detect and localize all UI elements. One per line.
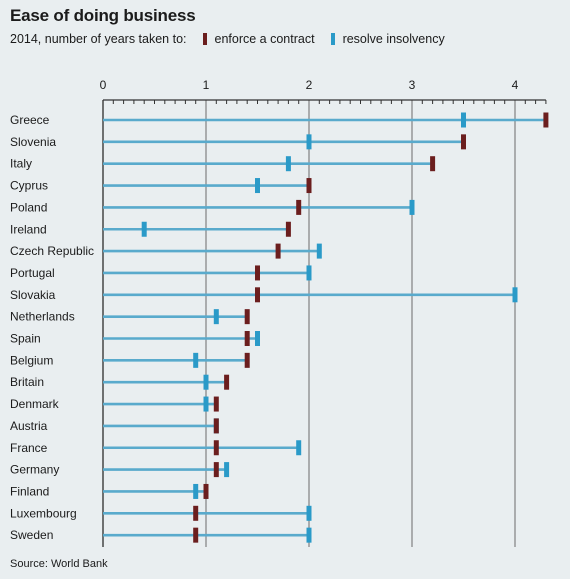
legend-item-insolvency: resolve insolvency bbox=[330, 32, 445, 46]
enforce-marker bbox=[193, 527, 199, 543]
subtitle-row: 2014, number of years taken to: enforce … bbox=[10, 32, 445, 46]
insolvency-marker bbox=[285, 156, 291, 172]
insolvency-marker bbox=[224, 462, 230, 478]
enforce-marker bbox=[213, 440, 219, 456]
tick-label-3: 3 bbox=[409, 78, 416, 92]
category-label: Ireland bbox=[10, 222, 47, 236]
legend-item-enforce: enforce a contract bbox=[202, 32, 315, 46]
insolvency-marker bbox=[296, 440, 302, 456]
enforce-marker bbox=[213, 418, 219, 434]
category-label: Netherlands bbox=[10, 310, 75, 324]
insolvency-marker bbox=[193, 352, 199, 368]
enforce-marker bbox=[244, 309, 250, 325]
enforce-marker bbox=[255, 265, 260, 281]
enforce-marker bbox=[306, 178, 312, 194]
insolvency-marker bbox=[306, 527, 312, 543]
category-label: Denmark bbox=[10, 397, 60, 411]
insolvency-marker bbox=[316, 243, 322, 259]
category-label: Spain bbox=[10, 332, 41, 346]
enforce-marker bbox=[275, 243, 281, 259]
enforce-marker bbox=[244, 352, 250, 368]
tick-label-0: 0 bbox=[100, 78, 107, 92]
category-label: Finland bbox=[10, 484, 49, 498]
legend-swatch-insolvency bbox=[330, 33, 335, 45]
chart-subtitle: 2014, number of years taken to: bbox=[10, 32, 187, 46]
category-label: France bbox=[10, 441, 48, 455]
insolvency-marker bbox=[461, 112, 466, 128]
category-label: Belgium bbox=[10, 353, 53, 367]
category-label: Germany bbox=[10, 463, 59, 477]
tick-label-2: 2 bbox=[306, 78, 313, 92]
insolvency-marker bbox=[213, 309, 219, 325]
category-label: Austria bbox=[10, 419, 48, 433]
category-label: Slovakia bbox=[10, 288, 56, 302]
legend-label-enforce: enforce a contract bbox=[214, 32, 315, 46]
category-label: Poland bbox=[10, 200, 47, 214]
legend-label-insolvency: resolve insolvency bbox=[342, 32, 445, 46]
insolvency-marker bbox=[306, 505, 312, 521]
category-label: Greece bbox=[10, 113, 50, 127]
enforce-marker bbox=[203, 483, 209, 499]
source-note: Source: World Bank bbox=[10, 558, 108, 570]
enforce-marker bbox=[193, 505, 199, 521]
chart-title: Ease of doing business bbox=[10, 6, 196, 25]
enforce-marker bbox=[224, 374, 230, 390]
enforce-marker bbox=[296, 199, 302, 215]
insolvency-marker bbox=[306, 265, 312, 281]
category-label: Czech Republic bbox=[10, 244, 94, 258]
enforce-marker bbox=[213, 396, 219, 412]
category-label: Sweden bbox=[10, 528, 53, 542]
insolvency-marker bbox=[193, 483, 199, 499]
enforce-marker bbox=[430, 156, 436, 172]
insolvency-marker bbox=[255, 178, 260, 194]
enforce-marker bbox=[461, 134, 466, 150]
category-label: Italy bbox=[10, 157, 32, 171]
insolvency-marker bbox=[306, 134, 312, 150]
insolvency-marker bbox=[141, 221, 147, 237]
enforce-marker bbox=[244, 331, 250, 346]
insolvency-marker bbox=[203, 374, 209, 390]
legend-swatch-enforce bbox=[202, 33, 207, 45]
enforce-marker bbox=[285, 221, 291, 237]
tick-label-1: 1 bbox=[203, 78, 210, 92]
category-label: Luxembourg bbox=[10, 506, 77, 520]
insolvency-marker bbox=[203, 396, 209, 412]
enforce-marker bbox=[255, 287, 260, 303]
enforce-marker bbox=[213, 462, 219, 478]
enforce-marker bbox=[543, 112, 549, 128]
category-label: Cyprus bbox=[10, 179, 48, 193]
insolvency-marker bbox=[255, 331, 260, 346]
category-label: Portugal bbox=[10, 266, 55, 280]
category-label: Britain bbox=[10, 375, 44, 389]
insolvency-marker bbox=[512, 287, 518, 303]
category-label: Slovenia bbox=[10, 135, 56, 149]
tick-label-4: 4 bbox=[512, 78, 519, 92]
insolvency-marker bbox=[409, 199, 415, 215]
